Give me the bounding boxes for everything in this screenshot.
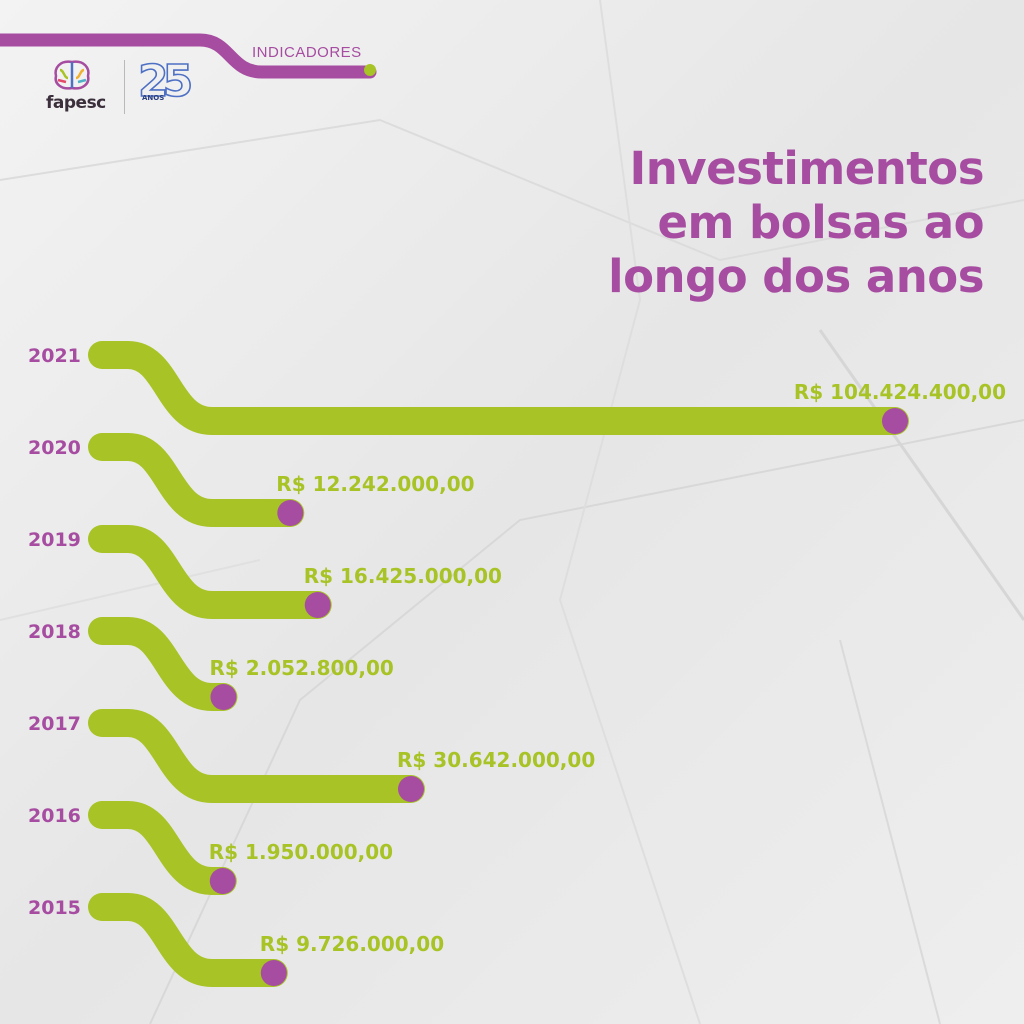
year-label-2019: 2019 <box>28 529 81 551</box>
value-label-2017: R$ 30.642.000,00 <box>397 748 595 772</box>
brain-icon <box>54 60 90 90</box>
year-label-2020: 2020 <box>28 437 81 459</box>
bar-end-dot-2015 <box>260 960 287 986</box>
bar-2015 <box>88 893 288 987</box>
value-label-2020: R$ 12.242.000,00 <box>276 472 474 496</box>
logo-divider <box>124 60 125 114</box>
bar-2017 <box>88 709 426 803</box>
bar-2021 <box>88 341 909 435</box>
anniversary-number: 25 <box>137 55 194 108</box>
bar-2018 <box>88 617 238 711</box>
title-line-2: em bolsas ao <box>657 196 984 249</box>
bar-2020 <box>88 433 305 527</box>
bar-end-dot-2020 <box>277 500 304 526</box>
logo-wordmark: fapesc <box>46 93 106 113</box>
title-line-3: longo dos anos <box>608 250 984 303</box>
anniversary-word: ANOS <box>142 94 165 102</box>
bar-end-dot-2019 <box>304 592 331 618</box>
year-label-2021: 2021 <box>28 345 81 367</box>
bar-end-dot-2018 <box>210 684 237 710</box>
value-label-2019: R$ 16.425.000,00 <box>304 564 502 588</box>
year-label-2015: 2015 <box>28 897 81 919</box>
value-label-2015: R$ 9.726.000,00 <box>260 932 444 956</box>
year-label-2016: 2016 <box>28 805 81 827</box>
year-label-2017: 2017 <box>28 713 81 735</box>
bar-2016 <box>88 801 237 895</box>
year-label-2018: 2018 <box>28 621 81 643</box>
bar-2019 <box>88 525 332 619</box>
section-label: INDICADORES <box>252 44 362 61</box>
value-label-2016: R$ 1.950.000,00 <box>209 840 393 864</box>
title-line-1: Investimentos <box>629 142 984 195</box>
bar-end-dot-2021 <box>882 408 908 434</box>
bar-end-dot-2016 <box>209 868 236 894</box>
value-label-2018: R$ 2.052.800,00 <box>209 656 393 680</box>
value-label-2021: R$ 104.424.400,00 <box>794 380 1006 404</box>
chart-title: Investimentos em bolsas ao longo dos ano… <box>464 142 984 304</box>
bar-end-dot-2017 <box>398 776 425 802</box>
fapesc-logo: fapesc 25 ANOS <box>44 55 194 120</box>
